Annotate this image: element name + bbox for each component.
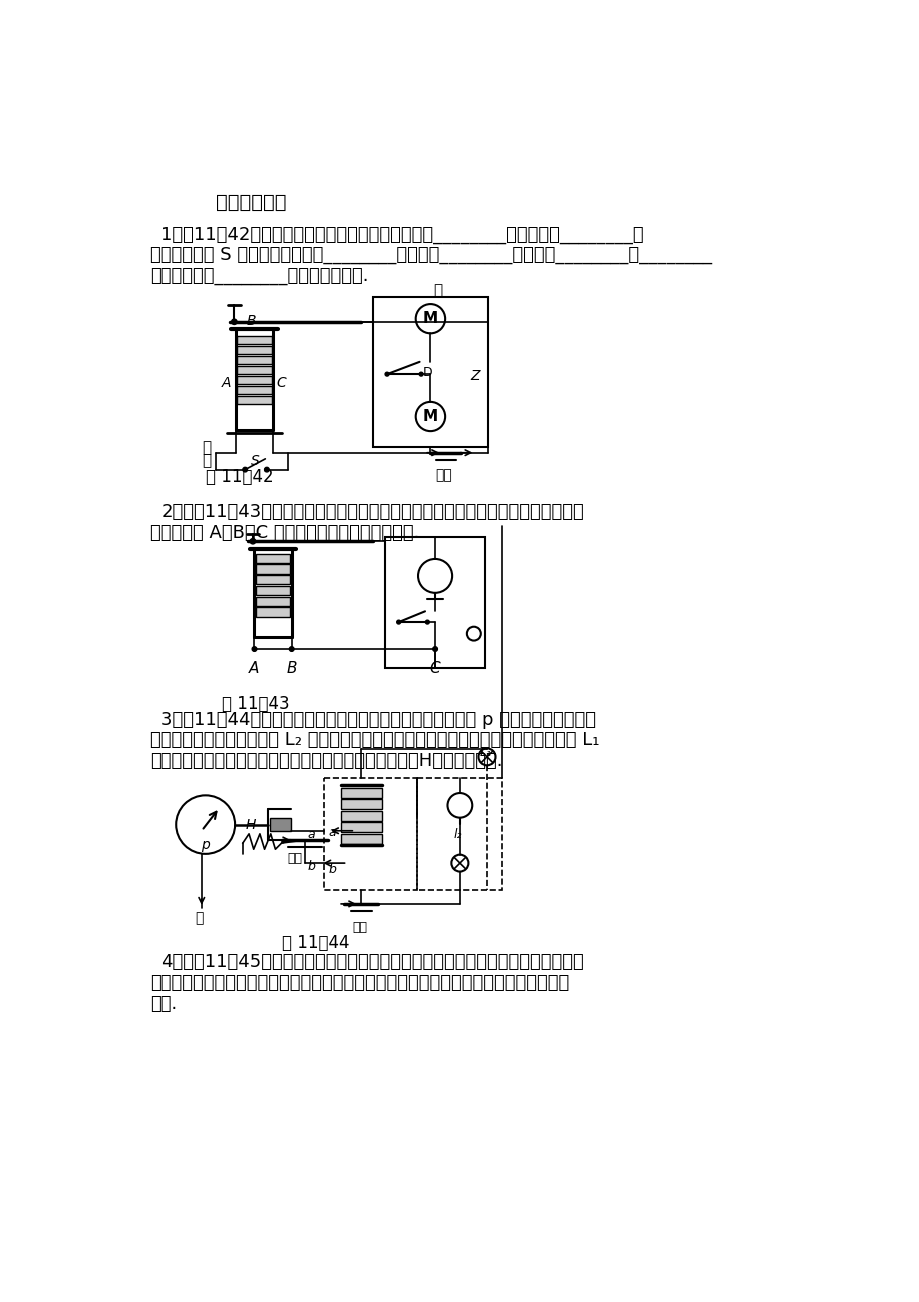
Text: A: A — [221, 376, 232, 389]
Circle shape — [252, 647, 256, 651]
Text: 衔铁．当开关 S 闭合时，控制电路________，电磁铁________，衔铁被________，________: 衔铁．当开关 S 闭合时，控制电路________，电磁铁________，衔铁… — [150, 246, 711, 264]
Text: p: p — [201, 838, 210, 853]
Text: a: a — [307, 828, 314, 841]
Text: 甲: 甲 — [433, 284, 442, 298]
Bar — [237, 345, 271, 354]
Circle shape — [396, 620, 400, 624]
Text: H: H — [245, 819, 256, 832]
Text: b: b — [329, 863, 336, 876]
Bar — [255, 575, 289, 585]
Text: 报警．请在 A、B、C 三处标上钥匙插孔、电源字样.: 报警．请在 A、B、C 三处标上钥匙插孔、电源字样. — [150, 523, 419, 542]
Bar — [237, 366, 271, 374]
Text: 源: 源 — [202, 453, 211, 467]
Circle shape — [250, 539, 255, 544]
Bar — [255, 596, 289, 605]
Text: 电源: 电源 — [435, 469, 451, 482]
Bar — [237, 396, 271, 404]
Circle shape — [385, 372, 389, 376]
Bar — [341, 811, 381, 820]
Text: 【同步练习】: 【同步练习】 — [216, 193, 286, 212]
Text: 图 11－44: 图 11－44 — [281, 934, 348, 952]
Bar — [341, 833, 381, 844]
Text: 图 11－43: 图 11－43 — [221, 695, 289, 713]
Text: B: B — [286, 661, 297, 676]
Text: 电动机启动，________电动机停止工作.: 电动机启动，________电动机停止工作. — [150, 267, 368, 285]
Text: M: M — [423, 409, 437, 424]
Text: S: S — [250, 454, 259, 469]
Circle shape — [425, 620, 429, 624]
Text: D: D — [422, 366, 432, 379]
Bar — [255, 564, 289, 574]
Text: 1．图11－42是电磁继电器控制电动机的电路，其中________是电磁铁，________是: 1．图11－42是电磁继电器控制电动机的电路，其中________是电磁铁，__… — [162, 225, 643, 243]
Text: L₁: L₁ — [479, 746, 491, 759]
Bar — [341, 788, 381, 798]
Text: l₂: l₂ — [453, 828, 461, 841]
Text: 力计．当压强增大时，红灯 L₂ 亮，电铃响，以示危险；锅炉压力在正常范围内时，绿灯 L₁: 力计．当压强增大时，红灯 L₂ 亮，电铃响，以示危险；锅炉压力在正常范围内时，绿… — [150, 732, 598, 750]
Bar — [237, 385, 271, 395]
Text: 2．如图11－43是一个保险柜自动报警器，只要偷窃者将钥匙插入锁孔，电铃便发声: 2．如图11－43是一个保险柜自动报警器，只要偷窃者将钥匙插入锁孔，电铃便发声 — [162, 503, 584, 521]
Circle shape — [265, 467, 269, 471]
Circle shape — [432, 647, 437, 651]
Text: M: M — [423, 311, 437, 327]
Text: 4．如图11－45是工厂里一种自动降温风扇的示意图．图中水银温度计里封入一段金: 4．如图11－45是工厂里一种自动降温风扇的示意图．图中水银温度计里封入一段金 — [162, 953, 584, 971]
Text: 电: 电 — [202, 440, 211, 456]
Bar — [237, 355, 271, 365]
Text: a: a — [329, 827, 336, 840]
Text: 原理.: 原理. — [150, 995, 177, 1013]
Bar — [384, 538, 485, 668]
Circle shape — [243, 467, 247, 471]
Text: 属丝，当温度达到金属丝下端所指示的温度时，电风扇就会自动转起来，试说明它的工作: 属丝，当温度达到金属丝下端所指示的温度时，电风扇就会自动转起来，试说明它的工作 — [150, 974, 569, 992]
Bar — [255, 586, 289, 595]
Bar — [255, 608, 289, 617]
Circle shape — [419, 372, 423, 376]
Bar — [323, 779, 417, 891]
Bar — [341, 823, 381, 832]
Bar — [373, 297, 487, 448]
Text: 图 11－42: 图 11－42 — [206, 469, 274, 486]
Bar — [269, 819, 290, 831]
Text: C: C — [276, 376, 286, 389]
Text: 电源: 电源 — [352, 921, 367, 934]
Text: C: C — [429, 661, 440, 676]
Bar — [237, 376, 271, 384]
Text: 气: 气 — [196, 911, 204, 924]
Text: b: b — [307, 861, 314, 874]
Bar — [255, 553, 289, 562]
Circle shape — [289, 647, 294, 651]
Text: A: A — [249, 661, 259, 676]
Circle shape — [232, 319, 237, 324]
Text: Z: Z — [471, 368, 480, 383]
Text: 亮，以示安全．请你根据结构示意图分析它的工作原理（H为金属活塞）.: 亮，以示安全．请你根据结构示意图分析它的工作原理（H为金属活塞）. — [150, 753, 502, 771]
Bar — [341, 799, 381, 810]
Text: B: B — [246, 314, 256, 328]
Bar — [417, 779, 502, 891]
Text: 电源: 电源 — [288, 853, 302, 866]
Text: 3．图11－44为某一蒸汽锅炉的压强报警器线路示意图，图中 p 表示与锅炉相通的压: 3．图11－44为某一蒸汽锅炉的压强报警器线路示意图，图中 p 表示与锅炉相通的… — [162, 711, 596, 729]
Bar — [237, 336, 271, 344]
